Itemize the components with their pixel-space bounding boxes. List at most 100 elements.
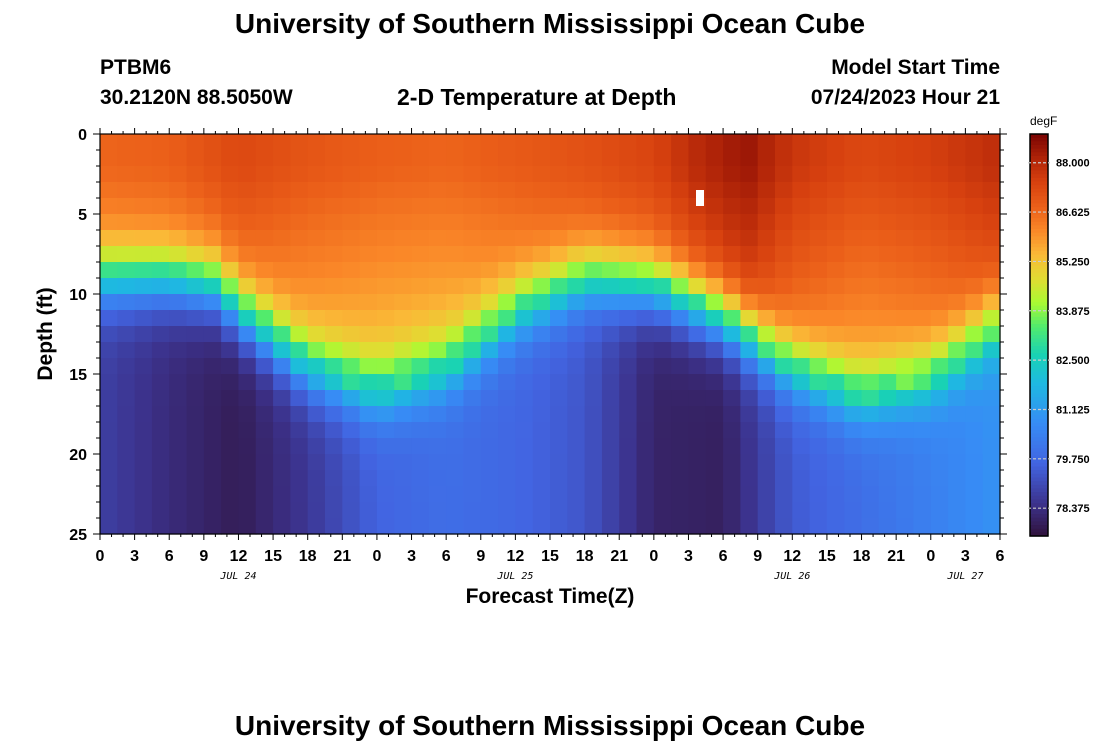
heatmap-cell <box>948 150 966 167</box>
colorbar-segment <box>1030 316 1048 321</box>
heatmap-cell <box>463 246 482 263</box>
heatmap-cell <box>515 470 534 487</box>
heatmap-cell <box>290 390 309 407</box>
heatmap-cell <box>809 150 828 167</box>
heatmap-cell <box>463 502 482 519</box>
heatmap-cell <box>913 310 932 327</box>
heatmap-cell <box>342 390 361 407</box>
colorbar-segment <box>1030 495 1048 501</box>
heatmap-cell <box>498 246 516 263</box>
heatmap-cell <box>325 262 343 279</box>
heatmap-cell <box>584 342 603 359</box>
heatmap-cell <box>671 134 690 151</box>
heatmap-cell <box>325 374 343 391</box>
heatmap-cell <box>809 502 828 519</box>
heatmap-cell <box>601 406 620 423</box>
heatmap-cell <box>498 486 516 503</box>
heatmap-cell <box>342 486 361 503</box>
heatmap-cell <box>636 438 655 455</box>
colorbar-segment <box>1030 210 1048 215</box>
heatmap-cell <box>151 358 170 375</box>
heatmap-cell <box>342 374 361 391</box>
colorbar-segment <box>1030 324 1048 329</box>
heatmap-cell <box>757 198 776 215</box>
heatmap-cell <box>550 262 568 279</box>
colorbar-label: 79.750 <box>1056 454 1090 466</box>
heatmap-cell <box>273 198 291 215</box>
heatmap-cell <box>342 278 361 295</box>
heatmap-cell <box>134 502 153 519</box>
heatmap-cell <box>844 182 863 199</box>
heatmap-cell <box>446 374 465 391</box>
heatmap-cell <box>134 134 153 151</box>
colorbar-segment <box>1030 309 1048 314</box>
heatmap-cell <box>982 406 1001 423</box>
heatmap-cell <box>982 390 1001 407</box>
heatmap-cell <box>671 150 690 167</box>
colorbar-segment <box>1030 430 1048 435</box>
heatmap-cell <box>982 214 1001 231</box>
colorbar-segment <box>1030 503 1048 508</box>
heatmap-cell <box>965 422 984 439</box>
heatmap-cell <box>394 342 413 359</box>
heatmap-cell <box>550 134 568 151</box>
heatmap-cell <box>290 406 309 423</box>
heatmap-cell <box>688 502 707 519</box>
heatmap-cell <box>515 246 534 263</box>
heatmap-cells <box>100 134 1001 535</box>
x-tick-label: 15 <box>818 548 836 565</box>
heatmap-cell <box>982 134 1001 151</box>
heatmap-cell <box>619 182 638 199</box>
heatmap-cell <box>169 278 188 295</box>
heatmap-cell <box>844 166 863 183</box>
heatmap-cell <box>169 358 188 375</box>
heatmap-cell <box>653 454 672 471</box>
heatmap-cell <box>307 134 326 151</box>
colorbar-segment <box>1030 152 1048 157</box>
heatmap-cell <box>498 214 516 231</box>
heatmap-cell <box>446 358 465 375</box>
heatmap-cell <box>705 406 724 423</box>
heatmap-cell <box>601 422 620 439</box>
heatmap-cell <box>203 246 222 263</box>
heatmap-cell <box>186 358 205 375</box>
heatmap-cell <box>982 182 1001 199</box>
heatmap-cell <box>723 278 741 295</box>
heatmap-cell <box>844 278 863 295</box>
heatmap-cell <box>134 486 153 503</box>
x-tick-label: 15 <box>541 548 559 565</box>
colorbar-segment <box>1030 229 1048 234</box>
heatmap-cell <box>463 374 482 391</box>
heatmap-cell <box>792 486 811 503</box>
heatmap-cell <box>290 182 309 199</box>
colorbar-segment <box>1030 298 1048 303</box>
heatmap-cell <box>861 374 880 391</box>
heatmap-cell <box>255 230 274 247</box>
heatmap-cell <box>480 230 499 247</box>
heatmap-cell <box>532 278 551 295</box>
heatmap-cell <box>307 438 326 455</box>
heatmap-cell <box>844 246 863 263</box>
heatmap-cell <box>653 342 672 359</box>
heatmap-cell <box>636 278 655 295</box>
heatmap-cell <box>255 438 274 455</box>
heatmap-cell <box>636 390 655 407</box>
heatmap-cell <box>705 198 724 215</box>
heatmap-cell <box>723 406 741 423</box>
heatmap-cell <box>359 486 378 503</box>
heatmap-cell <box>411 374 430 391</box>
heatmap-cell <box>342 262 361 279</box>
heatmap-cell <box>671 326 690 343</box>
heatmap-cell <box>203 230 222 247</box>
heatmap-cell <box>948 422 966 439</box>
heatmap-cell <box>238 198 257 215</box>
heatmap-cell <box>498 278 516 295</box>
x-tick-label: 9 <box>476 548 485 565</box>
heatmap-cell <box>619 262 638 279</box>
heatmap-cell <box>723 150 741 167</box>
heatmap-cell <box>636 422 655 439</box>
heatmap-cell <box>688 262 707 279</box>
heatmap-cell <box>117 198 136 215</box>
date-label: JUL 24 <box>219 571 256 582</box>
heatmap-cell <box>792 518 811 535</box>
